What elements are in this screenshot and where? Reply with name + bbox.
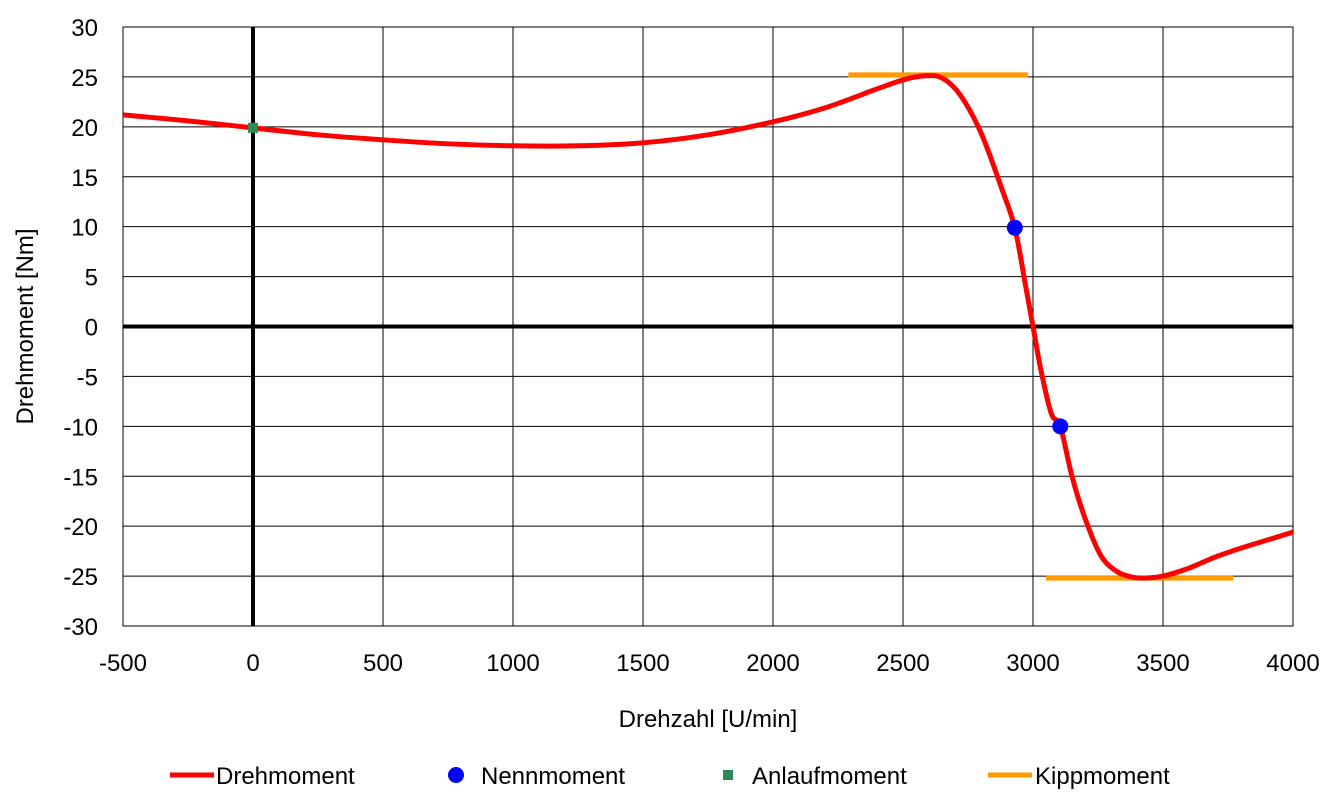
x-tick-label: 3500 (1136, 650, 1189, 677)
x-tick-labels: -500 0 500 1000 1500 2000 2500 3000 3500 4000 (99, 650, 1320, 677)
plot-area-frame (122, 26, 1294, 627)
legend-item-drehmoment: Drehmoment (170, 763, 355, 790)
legend-swatch-nennmoment (448, 767, 464, 783)
legend-label-kippmoment: Kippmoment (1035, 763, 1170, 790)
drehmoment-line (122, 73, 1294, 581)
x-tick-label: 4000 (1266, 650, 1319, 677)
y-tick-label: -30 (63, 614, 98, 641)
x-tick-label: 2000 (746, 650, 799, 677)
nennmoment-point (1006, 219, 1023, 236)
legend-swatch-anlaufmoment (723, 770, 733, 780)
x-tick-label: 500 (363, 650, 403, 677)
x-tick-label: 0 (246, 650, 259, 677)
legend: Drehmoment Nennmoment Anlaufmoment Kippm… (170, 763, 1170, 790)
legend-label-drehmoment: Drehmoment (216, 763, 355, 790)
y-tick-label: -20 (63, 514, 98, 541)
y-tick-labels: -30 -25 -20 -15 -10 -5 0 5 10 15 20 25 30 (63, 15, 98, 641)
y-tick-label: 15 (71, 165, 98, 192)
legend-label-anlaufmoment: Anlaufmoment (752, 763, 907, 790)
y-axis-title: Drehmoment [Nm] (12, 228, 39, 424)
y-tick-label: 30 (71, 15, 98, 42)
legend-label-nennmoment: Nennmoment (481, 763, 625, 790)
y-tick-label: 25 (71, 65, 98, 92)
y-tick-label: -25 (63, 564, 98, 591)
y-tick-label: -5 (77, 364, 98, 391)
x-tick-label: 2500 (876, 650, 929, 677)
legend-item-anlaufmoment: Anlaufmoment (723, 763, 907, 790)
y-tick-label: 10 (71, 215, 98, 242)
y-tick-label: 20 (71, 115, 98, 142)
y-tick-label: 5 (85, 265, 98, 292)
legend-item-nennmoment: Nennmoment (448, 763, 625, 790)
nennmoment-point (1052, 418, 1069, 435)
x-axis-title: Drehzahl [U/min] (619, 706, 798, 733)
x-tick-label: 3000 (1006, 650, 1059, 677)
x-tick-label: 1000 (486, 650, 539, 677)
series-layer (122, 72, 1294, 581)
anlaufmoment-point (248, 122, 258, 133)
x-tick-label: -500 (99, 650, 147, 677)
y-tick-label: -10 (63, 414, 98, 441)
legend-item-kippmoment: Kippmoment (988, 763, 1170, 790)
y-tick-label: -15 (63, 464, 98, 491)
y-tick-label: 0 (85, 315, 98, 342)
x-tick-label: 1500 (616, 650, 669, 677)
